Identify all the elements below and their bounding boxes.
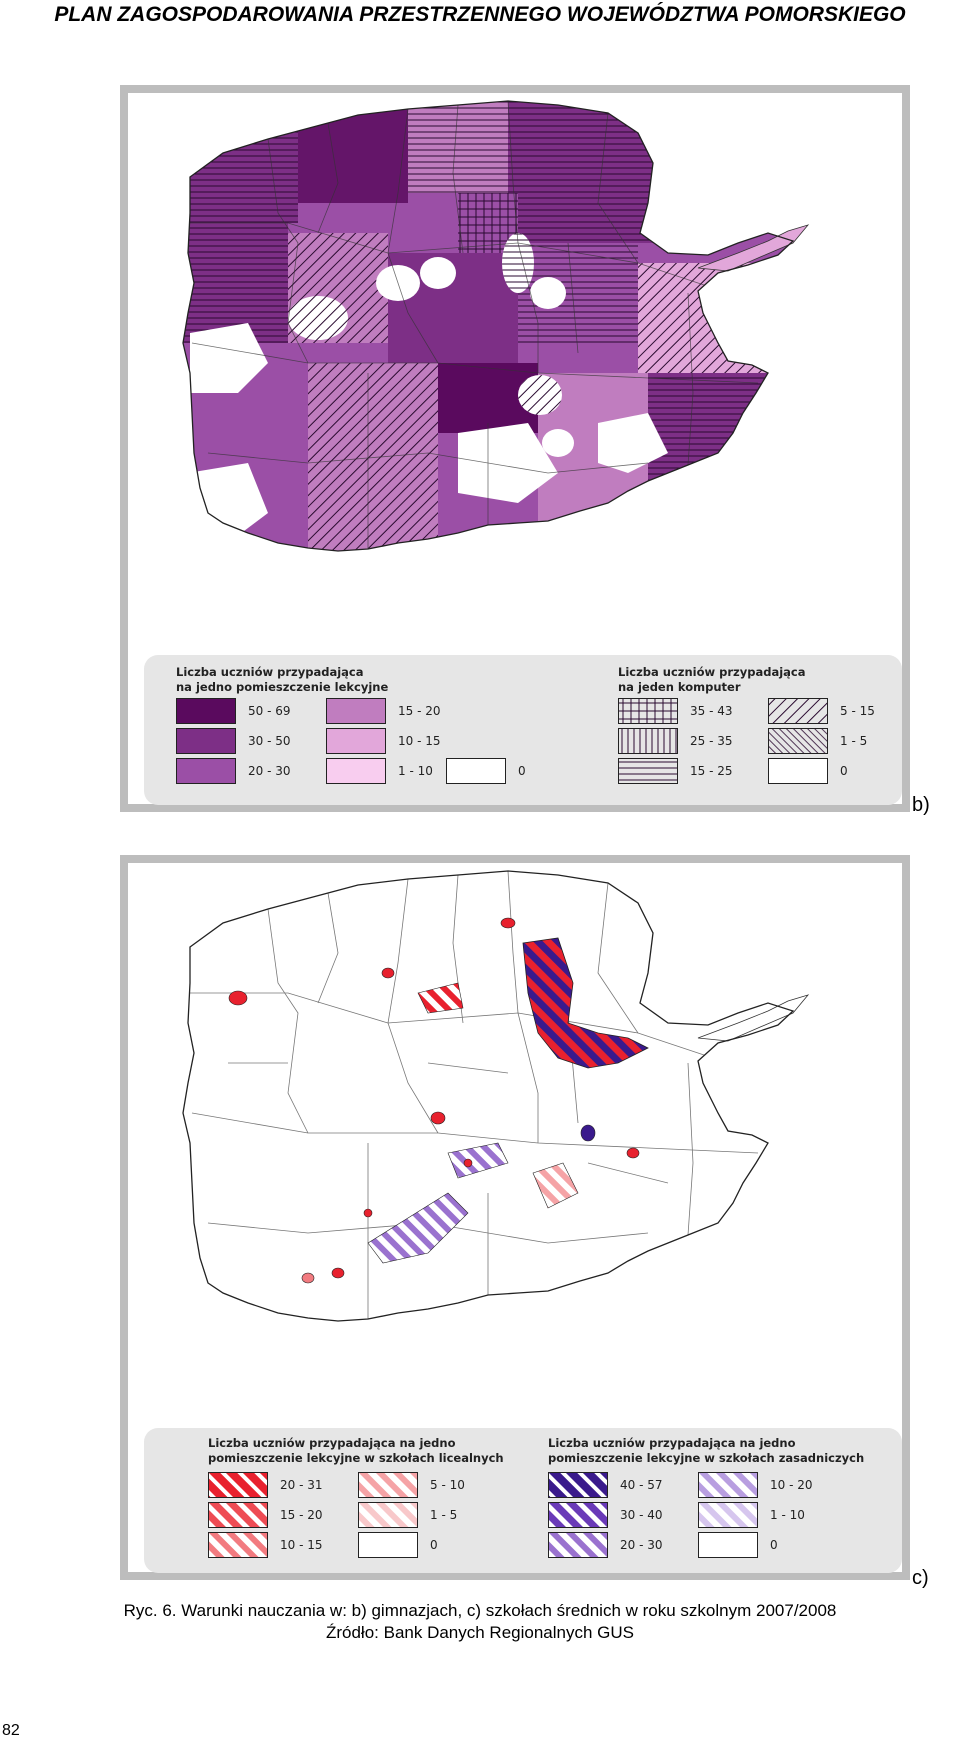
legend-swatch [618,728,678,754]
legend-swatch [698,1502,758,1528]
legend-b-computers-title: Liczba uczniów przypadająca na jeden kom… [618,665,806,694]
legend-label: 5 - 10 [430,1478,465,1492]
legend-swatch [326,698,386,724]
legend-swatch [698,1472,758,1498]
legend-c-high-schools-title: Liczba uczniów przypadająca na jedno pom… [208,1436,504,1465]
legend-label: 20 - 30 [620,1538,663,1552]
legend-label: 15 - 20 [280,1508,323,1522]
choropleth-map-c [182,870,810,1322]
figure-caption: Ryc. 6. Warunki nauczania w: b) gimnazja… [123,1601,837,1620]
legend-swatch [208,1502,268,1528]
map-panel-b: Liczba uczniów przypadająca na jedno pom… [120,85,910,812]
legend-b: Liczba uczniów przypadająca na jedno pom… [144,655,902,805]
legend-label: 1 - 5 [840,734,868,748]
legend-label: 30 - 40 [620,1508,663,1522]
legend-label: 0 [430,1538,438,1552]
legend-swatch [446,758,506,784]
legend-swatch [618,758,678,784]
legend-label: 10 - 15 [398,734,441,748]
legend-label: 20 - 31 [280,1478,323,1492]
legend-swatch [768,728,828,754]
legend-swatch [208,1472,268,1498]
legend-swatch [548,1502,608,1528]
legend-swatch [358,1532,418,1558]
legend-swatch [176,728,236,754]
legend-swatch [326,758,386,784]
legend-swatch [618,698,678,724]
legend-c-vocational-schools-title: Liczba uczniów przypadająca na jedno pom… [548,1436,865,1465]
legend-label: 50 - 69 [248,704,291,718]
legend-label: 10 - 20 [770,1478,813,1492]
legend-swatch [698,1532,758,1558]
legend-label: 10 - 15 [280,1538,323,1552]
legend-swatch [548,1532,608,1558]
choropleth-map-b [182,100,810,552]
legend-swatch [176,698,236,724]
legend-label: 0 [840,764,848,778]
legend-swatch [768,758,828,784]
legend-c: Liczba uczniów przypadająca na jedno pom… [144,1428,902,1573]
legend-swatch [768,698,828,724]
legend-label: 0 [770,1538,778,1552]
page-header-title: PLAN ZAGOSPODAROWANIA PRZESTRZENNEGO WOJ… [54,3,906,26]
legend-label: 15 - 25 [690,764,733,778]
legend-swatch [326,728,386,754]
legend-label: 1 - 10 [770,1508,805,1522]
panel-label-b: b) [912,794,930,816]
panel-label-c: c) [912,1567,929,1589]
legend-swatch [208,1532,268,1558]
legend-label: 25 - 35 [690,734,733,748]
page-number: 82 [2,1722,20,1739]
legend-label: 1 - 10 [398,764,433,778]
legend-label: 0 [518,764,526,778]
legend-label: 30 - 50 [248,734,291,748]
legend-label: 1 - 5 [430,1508,458,1522]
legend-label: 40 - 57 [620,1478,663,1492]
legend-swatch [358,1502,418,1528]
legend-swatch [358,1472,418,1498]
legend-swatch [548,1472,608,1498]
legend-swatch [176,758,236,784]
map-panel-c: Liczba uczniów przypadająca na jedno pom… [120,855,910,1580]
figure-source: Źródło: Bank Danych Regionalnych GUS [325,1623,635,1642]
legend-label: 15 - 20 [398,704,441,718]
legend-label: 5 - 15 [840,704,875,718]
legend-label: 20 - 30 [248,764,291,778]
legend-b-classrooms-title: Liczba uczniów przypadająca na jedno pom… [176,665,389,694]
legend-label: 35 - 43 [690,704,733,718]
